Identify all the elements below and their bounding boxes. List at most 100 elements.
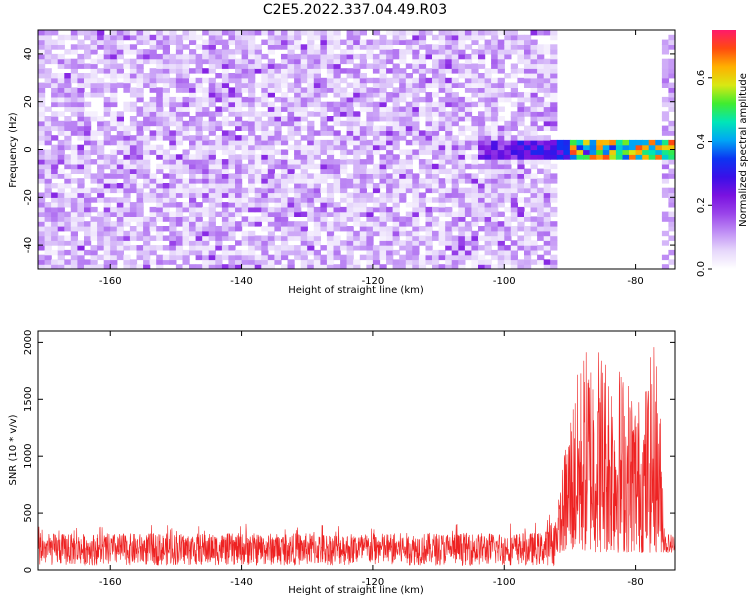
heatmap-cell — [169, 235, 177, 241]
heatmap-cell — [451, 39, 459, 45]
heatmap-cell — [175, 178, 184, 184]
heatmap-cell — [189, 87, 197, 93]
heatmap-cell — [38, 116, 46, 122]
heatmap-cell — [97, 92, 105, 98]
heatmap-cell — [399, 240, 407, 246]
heatmap-cell — [208, 44, 216, 50]
heatmap-cell — [110, 82, 118, 88]
heatmap-cell — [445, 187, 453, 194]
heatmap-cell — [208, 230, 216, 237]
heatmap-cell — [543, 87, 551, 93]
heatmap-cell — [307, 192, 315, 198]
heatmap-cell — [392, 221, 400, 227]
heatmap-cell — [248, 130, 256, 136]
heatmap-cell — [208, 168, 216, 174]
heatmap-cell — [97, 254, 105, 261]
heatmap-cell — [110, 63, 118, 69]
heatmap-cell — [235, 178, 243, 184]
heatmap-cell — [84, 130, 92, 136]
heatmap-cell — [372, 87, 381, 93]
heatmap-cell — [248, 49, 256, 55]
heatmap-cell — [149, 259, 157, 265]
heatmap-cell — [156, 106, 164, 112]
heatmap-cell — [241, 149, 249, 155]
heatmap-cell — [504, 144, 512, 151]
heatmap-cell — [438, 116, 446, 122]
heatmap-cell — [70, 77, 78, 84]
heatmap-cell — [445, 96, 453, 103]
heatmap-cell — [123, 173, 131, 179]
heatmap-cell — [484, 249, 492, 256]
heatmap-cell — [215, 245, 223, 251]
heatmap-cell — [432, 92, 440, 98]
heatmap-cell — [156, 44, 164, 50]
heatmap-cell — [136, 235, 144, 241]
heatmap-cell — [484, 82, 492, 88]
heatmap-cell — [346, 249, 354, 256]
heatmap-cell — [392, 130, 400, 136]
heatmap-cell — [392, 120, 400, 127]
heatmap-cell — [215, 82, 223, 88]
heatmap-cell — [38, 106, 46, 112]
heatmap-cell — [307, 68, 315, 74]
heatmap-cell — [543, 173, 551, 179]
heatmap-cell — [458, 63, 466, 69]
heatmap-cell — [235, 116, 243, 122]
heatmap-cell — [64, 249, 72, 256]
heatmap-cell — [418, 183, 427, 189]
heatmap-cell — [464, 125, 473, 131]
heatmap-cell — [248, 53, 256, 60]
heatmap-cell — [359, 77, 367, 84]
heatmap-cell — [635, 154, 643, 160]
heatmap-cell — [405, 221, 413, 227]
heatmap-cell — [70, 144, 78, 151]
heatmap-cell — [648, 149, 656, 155]
heatmap-cell — [38, 163, 46, 170]
heatmap-cell — [90, 30, 98, 36]
heatmap-cell — [215, 30, 223, 36]
heatmap-cell — [458, 197, 466, 203]
heatmap-cell — [136, 183, 144, 189]
heatmap-cell — [333, 44, 341, 50]
heatmap-cell — [208, 30, 216, 36]
heatmap-cell — [241, 187, 249, 194]
heatmap-cell — [189, 183, 197, 189]
heatmap-cell — [221, 168, 230, 174]
heatmap-cell — [524, 259, 532, 265]
heatmap-cell — [77, 163, 85, 170]
heatmap-cell — [44, 58, 52, 65]
heatmap-cell — [399, 96, 407, 103]
heatmap-cell — [189, 116, 197, 122]
heatmap-cell — [162, 53, 170, 60]
heatmap-cell — [307, 44, 315, 50]
heatmap-cell — [425, 235, 433, 241]
heatmap-cell — [143, 221, 151, 227]
heatmap-cell — [175, 254, 184, 261]
heatmap-cell — [129, 44, 138, 50]
heatmap-cell — [386, 144, 394, 151]
heatmap-cell — [405, 254, 413, 261]
heatmap-cell — [326, 106, 335, 112]
heatmap-cell — [116, 173, 124, 179]
heatmap-cell — [248, 92, 256, 98]
heatmap-cell — [655, 139, 663, 146]
heatmap-cell — [254, 254, 262, 261]
heatmap-cell — [38, 254, 46, 261]
heatmap-cell — [346, 58, 354, 65]
heatmap-cell — [432, 58, 440, 65]
colorbar-scale — [712, 30, 736, 269]
heatmap-cell — [510, 39, 518, 45]
heatmap-cell — [392, 77, 400, 84]
heatmap-cell — [38, 34, 46, 41]
heatmap-cell — [64, 197, 72, 203]
heatmap-cell — [241, 63, 249, 69]
heatmap-cell — [228, 111, 236, 117]
heatmap-cell — [235, 120, 243, 127]
heatmap-cell — [438, 77, 446, 84]
heatmap-cell — [556, 154, 564, 160]
heatmap-cell — [261, 77, 269, 84]
heatmap-cell — [497, 116, 505, 122]
heatmap-cell — [64, 106, 72, 112]
heatmap-cell — [84, 206, 92, 213]
heatmap-cell — [195, 34, 203, 41]
